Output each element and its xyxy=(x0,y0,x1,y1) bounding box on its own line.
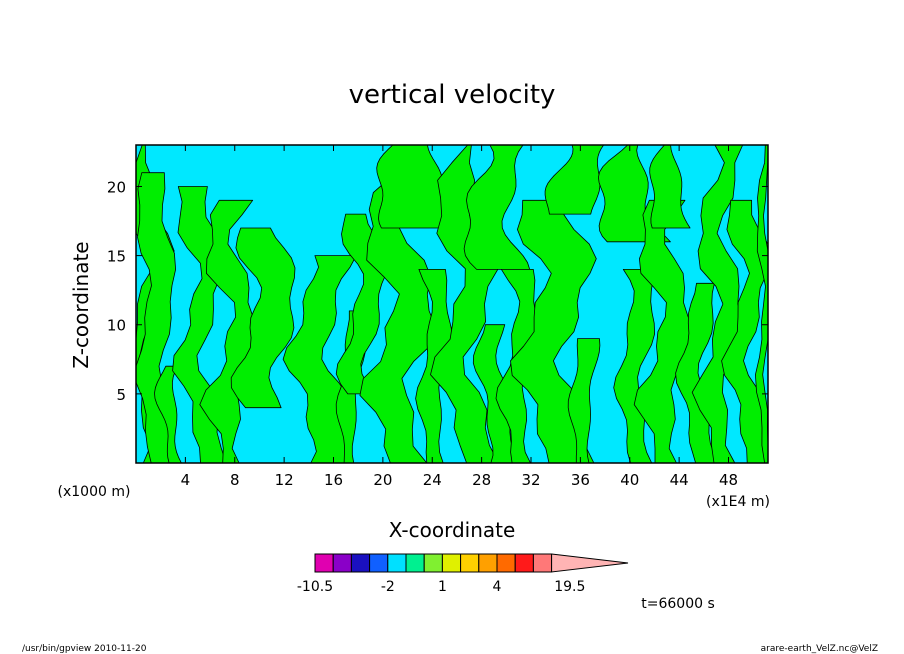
time-label: t=66000 s xyxy=(641,596,715,612)
x-tick-label: 44 xyxy=(670,471,689,489)
x-axis: 4 8 12 16 20 24 28 32 36 40 44 48 xyxy=(181,145,738,489)
footer-right: arare-earth_VelZ.nc@VelZ xyxy=(761,644,878,654)
x-axis-label: X-coordinate xyxy=(389,518,516,542)
x-tick-label: 4 xyxy=(181,471,191,489)
x-tick-label: 36 xyxy=(571,471,590,489)
colorbar-swatch xyxy=(532,553,553,573)
colorbar-swatch xyxy=(441,553,462,573)
colorbar: -10.5 -2 1 4 19.5 xyxy=(297,553,629,595)
colorbar-swatch xyxy=(369,553,389,573)
colorbar-swatch xyxy=(514,553,534,573)
colorbar-swatch xyxy=(496,553,516,573)
colorbar-tick-label: -2 xyxy=(381,579,395,595)
colorbar-swatch xyxy=(350,553,371,573)
updraft-band xyxy=(721,199,769,464)
colorbar-swatch xyxy=(387,553,407,573)
x-axis-unit: (x1E4 m) xyxy=(706,494,770,510)
x-tick-label: 24 xyxy=(423,471,442,489)
y-tick-label: 20 xyxy=(107,178,126,196)
colorbar-swatch xyxy=(423,553,443,573)
x-tick-label: 32 xyxy=(521,471,540,489)
chart-title: vertical velocity xyxy=(349,80,556,110)
x-tick-label: 16 xyxy=(324,471,343,489)
x-tick-label: 40 xyxy=(620,471,639,489)
colorbar-tick-label: 1 xyxy=(438,579,447,595)
colorbar-tick-label: 4 xyxy=(493,579,502,595)
colorbar-swatch xyxy=(332,553,352,573)
updraft-band xyxy=(633,199,699,464)
y-tick-label: 15 xyxy=(107,248,126,266)
x-tick-label: 12 xyxy=(275,471,294,489)
colorbar-swatch xyxy=(314,553,334,573)
colorbar-tick-label: 19.5 xyxy=(554,579,585,595)
y-tick-label: 10 xyxy=(107,317,126,335)
y-tick-label: 5 xyxy=(116,386,126,404)
plot-frame xyxy=(135,144,769,464)
updraft-band xyxy=(567,338,601,464)
colorbar-arrow xyxy=(551,553,629,573)
footer-left: /usr/bin/gpview 2010-11-20 xyxy=(22,644,147,654)
y-axis-unit: (x1000 m) xyxy=(58,484,131,500)
colorbar-swatch xyxy=(478,553,498,573)
x-tick-label: 20 xyxy=(373,471,392,489)
x-tick-label: 8 xyxy=(230,471,240,489)
colorbar-swatch xyxy=(405,553,425,573)
y-axis: 5 10 15 20 xyxy=(107,178,768,404)
updraft-band xyxy=(230,227,296,409)
x-tick-label: 28 xyxy=(472,471,491,489)
x-tick-label: 48 xyxy=(719,471,738,489)
velocity-contours xyxy=(135,144,769,464)
colorbar-swatch xyxy=(460,553,480,573)
colorbar-tick-label: -10.5 xyxy=(297,579,333,595)
y-axis-label: Z-coordinate xyxy=(69,241,93,368)
